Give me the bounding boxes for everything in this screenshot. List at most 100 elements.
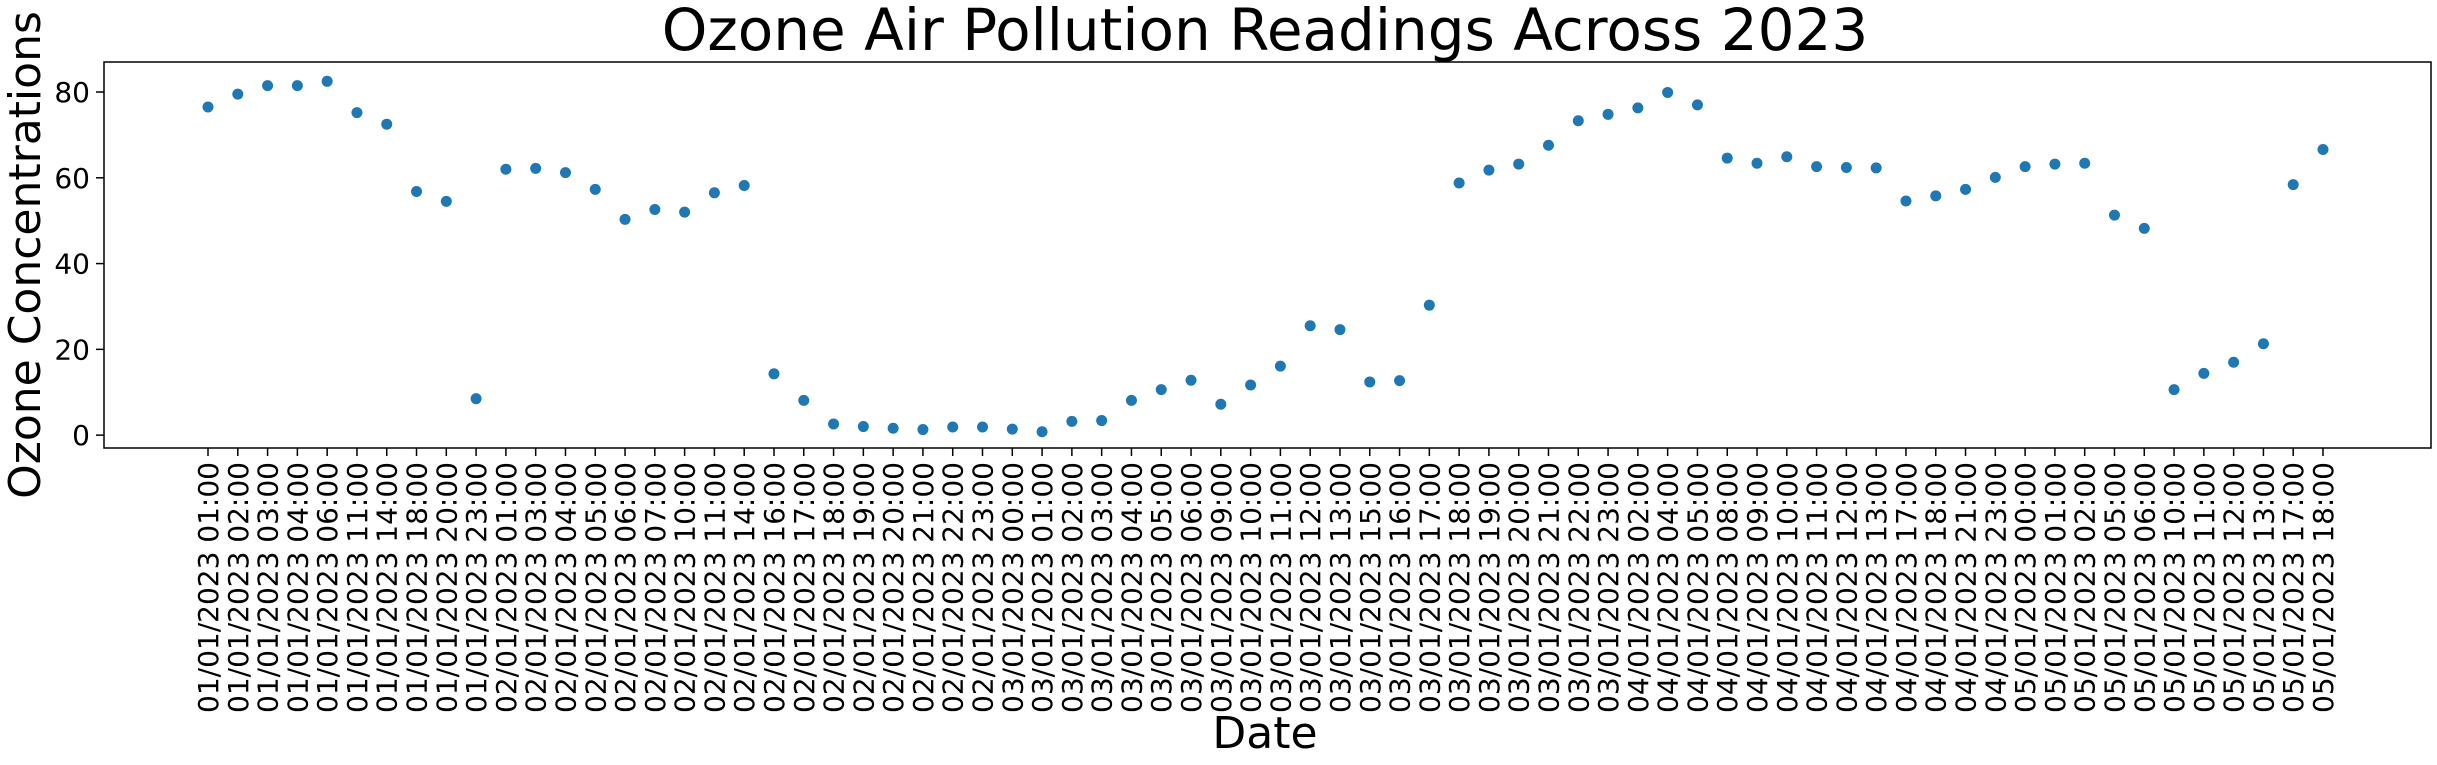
- data-point: [1781, 151, 1793, 163]
- x-tick-label: 03/01/2023 02:00: [1056, 462, 1089, 713]
- data-point: [1989, 171, 2001, 183]
- data-point: [828, 418, 840, 430]
- data-point: [2198, 367, 2210, 379]
- x-axis-label: Date: [1212, 708, 1317, 759]
- data-point: [1036, 426, 1048, 438]
- data-point: [1274, 360, 1286, 372]
- x-tick-label: 04/01/2023 02:00: [1622, 462, 1655, 713]
- data-point: [1751, 157, 1763, 169]
- x-tick-label: 03/01/2023 13:00: [1324, 462, 1357, 713]
- data-point: [530, 162, 542, 174]
- data-point: [619, 213, 631, 225]
- data-point: [1364, 376, 1376, 388]
- x-tick-label: 03/01/2023 12:00: [1294, 462, 1327, 713]
- data-point: [1513, 158, 1525, 170]
- x-tick-label: 02/01/2023 23:00: [967, 462, 1000, 713]
- x-tick-label: 02/01/2023 06:00: [609, 462, 642, 713]
- y-tick-label: 20: [54, 333, 90, 366]
- data-point: [768, 368, 780, 380]
- x-tick-label: 01/01/2023 06:00: [311, 462, 344, 713]
- x-tick-label: 03/01/2023 18:00: [1443, 462, 1476, 713]
- data-point: [1215, 398, 1227, 410]
- plot-area: [103, 61, 2432, 449]
- data-point: [1542, 139, 1554, 151]
- y-tick-label: 80: [54, 76, 90, 109]
- data-point: [1185, 374, 1197, 386]
- data-point: [589, 183, 601, 195]
- x-tick-label: 03/01/2023 04:00: [1115, 462, 1148, 713]
- data-point: [1125, 394, 1137, 406]
- data-point: [947, 421, 959, 433]
- x-tick-label: 03/01/2023 15:00: [1354, 462, 1387, 713]
- x-tick-label: 02/01/2023 14:00: [728, 462, 761, 713]
- x-tick-label: 03/01/2023 10:00: [1235, 462, 1268, 713]
- y-axis: 0 20 40 60 80: [54, 76, 104, 452]
- data-point: [738, 180, 750, 192]
- y-tick-label: 0: [72, 419, 90, 452]
- data-point: [1900, 195, 1912, 207]
- data-point: [1066, 415, 1078, 427]
- x-tick-label: 02/01/2023 22:00: [937, 462, 970, 713]
- data-point: [1691, 99, 1703, 111]
- data-point: [708, 187, 720, 199]
- x-tick-label: 03/01/2023 05:00: [1145, 462, 1178, 713]
- x-tick-label: 02/01/2023 07:00: [639, 462, 672, 713]
- x-tick-label: 02/01/2023 16:00: [758, 462, 791, 713]
- x-tick-label: 05/01/2023 10:00: [2158, 462, 2191, 713]
- x-tick-label: 01/01/2023 02:00: [222, 462, 255, 713]
- x-tick-label: 02/01/2023 01:00: [490, 462, 523, 713]
- data-point: [381, 118, 393, 130]
- x-tick-label: 02/01/2023 21:00: [907, 462, 940, 713]
- x-tick-label: 03/01/2023 22:00: [1562, 462, 1595, 713]
- x-tick-label: 05/01/2023 17:00: [2277, 462, 2310, 713]
- data-points: [202, 75, 2329, 438]
- data-point: [977, 421, 989, 433]
- x-tick-label: 04/01/2023 18:00: [1920, 462, 1953, 713]
- y-tick-label: 40: [54, 248, 90, 281]
- y-axis-label: Ozone Concentrations: [0, 11, 51, 499]
- x-tick-label: 02/01/2023 11:00: [698, 462, 731, 713]
- data-point: [2228, 356, 2240, 368]
- x-tick-label: 01/01/2023 23:00: [460, 462, 493, 713]
- x-tick-label: 02/01/2023 17:00: [788, 462, 821, 713]
- x-tick-label: 01/01/2023 14:00: [371, 462, 404, 713]
- y-tick-label: 60: [54, 162, 90, 195]
- x-tick-label: 04/01/2023 08:00: [1711, 462, 1744, 713]
- data-point: [1423, 299, 1435, 311]
- data-point: [1840, 162, 1852, 174]
- data-point: [679, 206, 691, 218]
- data-point: [500, 163, 512, 175]
- x-tick-label: 02/01/2023 18:00: [818, 462, 851, 713]
- data-point: [321, 75, 333, 87]
- x-tick-label: 03/01/2023 19:00: [1473, 462, 1506, 713]
- data-point: [1304, 320, 1316, 332]
- data-point: [2287, 179, 2299, 191]
- data-point: [1006, 423, 1018, 435]
- data-point: [1632, 102, 1644, 114]
- x-tick-label: 03/01/2023 17:00: [1413, 462, 1446, 713]
- x-tick-label: 04/01/2023 09:00: [1741, 462, 1774, 713]
- data-point: [857, 421, 869, 433]
- x-tick-label: 04/01/2023 05:00: [1681, 462, 1714, 713]
- x-tick-label: 01/01/2023 03:00: [252, 462, 285, 713]
- x-tick-label: 03/01/2023 16:00: [1384, 462, 1417, 713]
- x-tick-label: 02/01/2023 19:00: [847, 462, 880, 713]
- data-point: [411, 186, 423, 198]
- x-tick-label: 04/01/2023 21:00: [1950, 462, 1983, 713]
- x-tick-label: 01/01/2023 18:00: [401, 462, 434, 713]
- data-point: [2049, 158, 2061, 170]
- data-point: [232, 88, 244, 100]
- x-tick-label: 03/01/2023 03:00: [1086, 462, 1119, 713]
- x-tick-label: 02/01/2023 10:00: [669, 462, 702, 713]
- data-point: [2079, 157, 2091, 169]
- data-point: [262, 80, 274, 92]
- data-point: [2317, 143, 2329, 155]
- data-point: [202, 101, 214, 113]
- x-tick-label: 04/01/2023 13:00: [1860, 462, 1893, 713]
- x-tick-label: 04/01/2023 04:00: [1652, 462, 1685, 713]
- x-tick-label: 03/01/2023 21:00: [1532, 462, 1565, 713]
- x-tick-label: 05/01/2023 06:00: [2128, 462, 2161, 713]
- data-point: [1662, 86, 1674, 98]
- x-tick-label: 01/01/2023 20:00: [430, 462, 463, 713]
